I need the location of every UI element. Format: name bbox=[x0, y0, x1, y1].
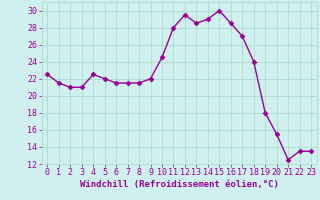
X-axis label: Windchill (Refroidissement éolien,°C): Windchill (Refroidissement éolien,°C) bbox=[80, 180, 279, 189]
